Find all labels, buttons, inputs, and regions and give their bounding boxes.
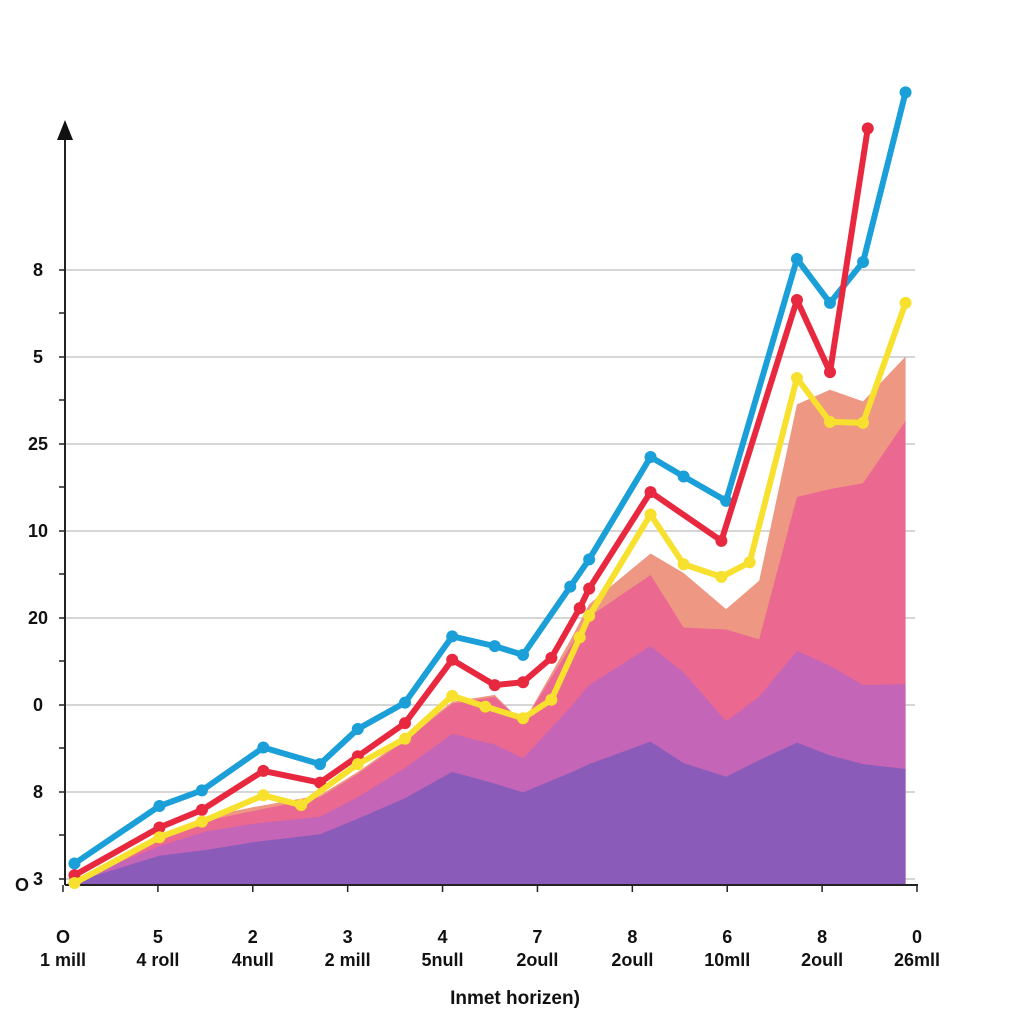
line-series <box>68 86 912 890</box>
data-point <box>153 800 166 813</box>
data-point <box>446 630 459 643</box>
data-point <box>399 717 411 730</box>
x-tick-sublabel: 5null <box>422 950 464 970</box>
series-line <box>71 125 871 879</box>
data-point <box>573 631 586 644</box>
axes <box>57 120 918 886</box>
data-point <box>257 741 270 754</box>
data-point <box>351 723 364 735</box>
data-point <box>195 803 208 816</box>
y-tick-label: 3 <box>33 869 43 889</box>
x-tick-sublabel: 26mll <box>894 950 940 970</box>
data-point <box>857 416 870 429</box>
data-point <box>446 653 459 666</box>
data-point <box>295 799 308 812</box>
data-point <box>399 696 411 709</box>
y-tick-label: 0 <box>33 695 43 715</box>
y-tick-label: 25 <box>28 434 48 454</box>
x-tick-sublabel: 4null <box>232 950 274 970</box>
data-point <box>790 253 803 266</box>
x-tick-label: 3 <box>343 927 353 947</box>
data-point <box>677 470 690 483</box>
y-axis-arrow-icon <box>57 120 73 140</box>
data-point <box>715 534 728 547</box>
data-point <box>677 558 690 571</box>
data-point <box>743 556 756 569</box>
data-point <box>257 789 270 802</box>
y-tick-label: 5 <box>33 347 43 367</box>
data-point <box>583 553 596 566</box>
data-point <box>517 676 530 689</box>
y-tick-label: 8 <box>33 782 43 802</box>
x-tick-label: 8 <box>627 927 637 947</box>
data-point <box>314 758 326 771</box>
data-point <box>857 255 870 268</box>
y-tick-label: 20 <box>28 608 48 628</box>
data-point <box>564 580 577 593</box>
data-point <box>583 609 596 622</box>
y-tick-label: 10 <box>28 521 48 541</box>
data-point <box>573 602 586 615</box>
data-point <box>583 582 596 595</box>
y-tick-label: 8 <box>33 260 43 280</box>
data-point <box>899 86 912 99</box>
data-point <box>790 372 803 384</box>
area-band <box>65 741 906 885</box>
data-point <box>446 689 459 702</box>
data-point <box>545 693 558 706</box>
x-tick-label: 0 <box>912 927 922 947</box>
x-tick-label: 2 <box>248 927 258 947</box>
x-tick-label: 4 <box>438 927 448 947</box>
data-point <box>824 415 836 428</box>
data-point <box>479 700 492 713</box>
x-tick-sublabel: 1 mill <box>40 950 86 970</box>
x-tick-label: 7 <box>532 927 542 947</box>
data-point <box>824 296 836 309</box>
data-point <box>351 758 364 771</box>
data-point <box>257 764 270 777</box>
x-tick-label: 5 <box>153 927 163 947</box>
data-point <box>488 640 501 653</box>
data-point <box>861 122 874 135</box>
data-point <box>790 294 803 306</box>
data-point <box>195 815 208 828</box>
data-point <box>488 679 501 692</box>
y-tick-label: O <box>15 875 29 895</box>
data-point <box>720 494 733 507</box>
x-axis-label: Inmet horizen) <box>450 988 580 1009</box>
x-tick-sublabel: 2 mill <box>325 950 371 970</box>
x-tick-label: O <box>56 927 70 947</box>
y-tick-labels: O 3 8 0 20 10 25 5 8 <box>15 260 48 895</box>
data-point <box>153 821 166 834</box>
data-point <box>153 831 166 844</box>
x-tick-sublabel: 4 roll <box>136 950 179 970</box>
data-point <box>899 296 912 309</box>
x-tick-sublabel: 2oull <box>611 950 653 970</box>
data-point <box>195 784 208 797</box>
data-point <box>68 877 81 890</box>
x-tick-sublabel: 2oull <box>801 950 843 970</box>
x-tick-label: 6 <box>722 927 732 947</box>
data-point <box>644 508 657 521</box>
data-point <box>399 732 411 745</box>
data-point <box>644 450 657 463</box>
data-point <box>545 651 558 664</box>
data-point <box>644 486 657 499</box>
x-tick-label: 8 <box>817 927 827 947</box>
data-point <box>68 857 81 870</box>
stacked-areas <box>65 356 906 885</box>
data-point <box>517 712 530 725</box>
x-tick-sublabel: 10mll <box>704 950 750 970</box>
x-tick-sublabel: 2oull <box>516 950 558 970</box>
data-point <box>517 648 530 661</box>
data-point <box>715 570 728 583</box>
x-tick-labels: O 1 mill 5 4 roll 2 4null 3 2 mill 4 5null 7 2oull 8… <box>40 885 940 970</box>
data-point <box>824 366 836 379</box>
